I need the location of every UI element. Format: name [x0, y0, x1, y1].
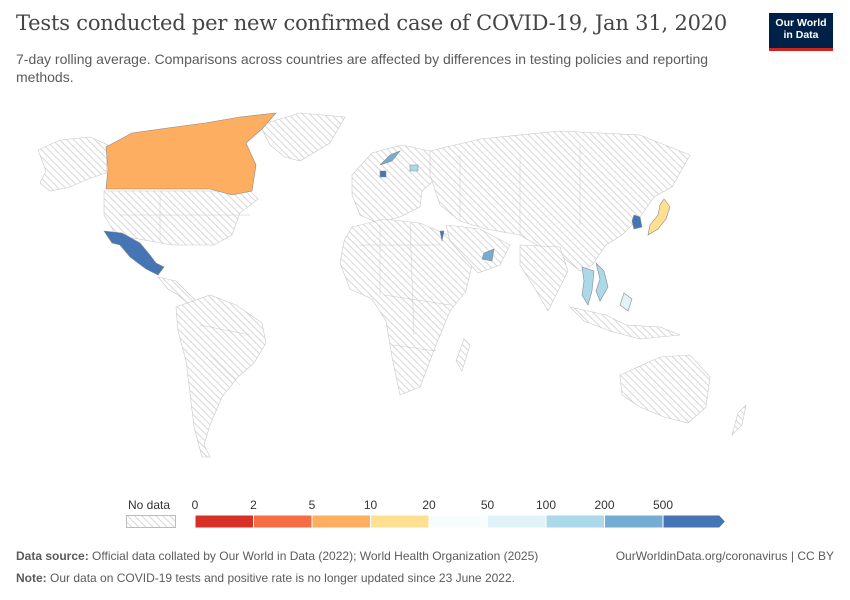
country-estonia[interactable] [409, 164, 419, 172]
legend-bin[interactable] [604, 514, 664, 529]
country-canada[interactable] [105, 112, 277, 196]
country-vietnam[interactable] [595, 262, 609, 302]
no-data-landmass [37, 112, 747, 458]
color-legend: No data 0 2 5 10 20 50 100 200 500 [120, 498, 740, 538]
legend-bin[interactable] [662, 514, 727, 529]
greenland-shape [259, 112, 346, 162]
country-mexico[interactable] [103, 230, 165, 276]
legend-bin[interactable] [428, 514, 488, 529]
no-data-swatch [126, 515, 176, 528]
africa-shape [339, 218, 473, 396]
data-countries [103, 112, 671, 312]
note-text: Our data on COVID-19 tests and positive … [50, 571, 515, 585]
india-shape [519, 244, 569, 312]
indonesia-shape [569, 306, 681, 340]
central-america-shape [157, 276, 197, 306]
south-america-shape [175, 294, 267, 458]
legend-tick-label: 100 [535, 498, 557, 512]
source-url[interactable]: OurWorldinData.org/coronavirus | CC BY [615, 549, 834, 563]
australia-shape [619, 354, 711, 424]
logo-line-2: in Data [783, 29, 819, 41]
logo-line-1: Our World [775, 17, 827, 29]
russia-asia-shape [429, 130, 691, 272]
legend-tick-label: 10 [363, 498, 378, 512]
legend-bin[interactable] [194, 514, 254, 529]
legend-tick-label: 200 [594, 498, 615, 512]
country-borders [120, 145, 581, 386]
europe-shape [351, 144, 441, 224]
chart-title: Tests conducted per new confirmed case o… [16, 11, 728, 35]
legend-tick-label: 500 [652, 498, 674, 512]
country-south-korea[interactable] [631, 214, 643, 230]
legend-tick-label: 0 [191, 498, 199, 512]
legend-tick-label: 50 [480, 498, 495, 512]
country-norway[interactable] [379, 150, 401, 166]
legend-tick-label: 20 [422, 498, 436, 512]
source-label: Data source: [16, 549, 89, 563]
country-philippines[interactable] [619, 292, 633, 312]
country-thailand[interactable] [581, 266, 595, 306]
country-belgium[interactable] [379, 170, 387, 178]
country-japan[interactable] [647, 198, 671, 236]
legend-bin[interactable] [487, 514, 547, 529]
madagascar-shape [455, 338, 471, 372]
legend-tick-label: 2 [250, 498, 257, 512]
usa-shape [103, 190, 259, 246]
footer-note: Note: Our data on COVID-19 tests and pos… [16, 571, 836, 585]
middle-east-shape [445, 224, 511, 274]
border-line [120, 145, 581, 386]
new-zealand-shape [731, 404, 747, 437]
legend-bin[interactable] [253, 514, 313, 529]
legend-bins [194, 514, 727, 529]
note-label: Note: [16, 571, 47, 585]
world-map[interactable] [0, 95, 850, 495]
legend-bin[interactable] [311, 514, 371, 529]
alaska-shape [37, 136, 109, 192]
owid-logo[interactable]: Our World in Data [769, 13, 833, 51]
legend-bin[interactable] [545, 514, 605, 529]
footer-source: Data source: Official data collated by O… [16, 549, 836, 563]
country-uae[interactable] [481, 248, 495, 262]
no-data-label: No data [128, 498, 171, 512]
chart-subtitle: 7-day rolling average. Comparisons acros… [16, 51, 709, 85]
country-israel[interactable] [439, 230, 445, 242]
legend-tick-label: 5 [308, 498, 316, 512]
legend-bin[interactable] [370, 514, 430, 529]
source-text: Official data collated by Our World in D… [92, 549, 539, 563]
